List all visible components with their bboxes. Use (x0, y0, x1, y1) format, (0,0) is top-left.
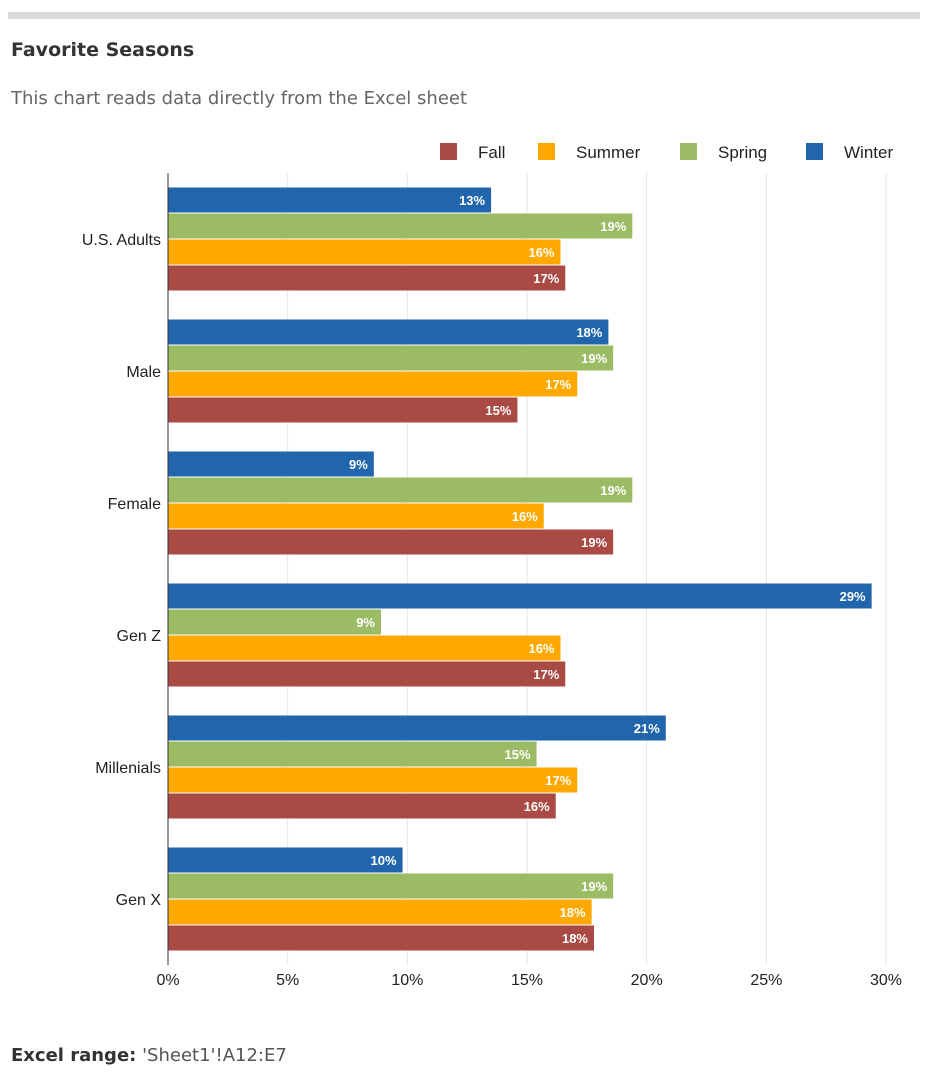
bar-fall (168, 793, 556, 819)
category-label: Female (108, 496, 161, 513)
data-label: 16% (528, 641, 554, 656)
x-tick-label: 10% (391, 972, 423, 989)
bars: 13% 19% 16% 17% 18% 19% 17% 15% 9% 19% 16% 19% 29% 9%… (168, 187, 872, 951)
category-label: U.S. Adults (82, 232, 161, 249)
data-label: 15% (485, 403, 511, 418)
data-label: 16% (512, 509, 538, 524)
data-label: 19% (581, 351, 607, 366)
category-label: Gen X (116, 892, 162, 909)
data-label: 19% (600, 219, 626, 234)
bar-spring (168, 873, 614, 899)
data-label: 19% (600, 483, 626, 498)
legend: Fall Summer Spring Winter (440, 143, 893, 162)
category-label: Millenials (95, 760, 161, 777)
category-label: Gen Z (117, 628, 162, 645)
bar-spring (168, 345, 614, 371)
excel-range-label: Excel range: (11, 1045, 137, 1066)
data-label: 10% (371, 853, 397, 868)
x-tick-label: 30% (870, 972, 902, 989)
bar-spring (168, 213, 633, 239)
x-tick-label: 0% (156, 972, 179, 989)
legend-swatch-winter (806, 143, 823, 160)
category-label: Male (126, 364, 161, 381)
bar-winter (168, 187, 492, 213)
bar-spring (168, 609, 382, 635)
data-label: 9% (349, 457, 368, 472)
data-label: 17% (545, 377, 571, 392)
data-label: 17% (545, 773, 571, 788)
bar-summer (168, 239, 561, 265)
legend-swatch-spring (680, 143, 697, 160)
x-axis-ticks: 0% 5% 10% 15% 20% 25% 30% (156, 972, 902, 989)
bar-winter (168, 583, 872, 609)
bar-spring (168, 741, 537, 767)
data-label: 29% (840, 589, 866, 604)
bar-winter (168, 715, 666, 741)
excel-range-value: 'Sheet1'!A12:E7 (142, 1045, 287, 1066)
legend-swatch-fall (440, 143, 457, 160)
data-label: 13% (459, 193, 485, 208)
bar-fall (168, 661, 566, 687)
data-label: 16% (528, 245, 554, 260)
data-label: 18% (562, 931, 588, 946)
x-tick-label: 25% (750, 972, 782, 989)
bar-winter (168, 847, 403, 873)
data-label: 18% (576, 325, 602, 340)
legend-label-fall: Fall (478, 143, 505, 162)
data-label: 17% (533, 667, 559, 682)
data-label: 15% (505, 747, 531, 762)
legend-label-spring: Spring (718, 143, 767, 162)
x-tick-label: 15% (511, 972, 543, 989)
x-tick-label: 5% (276, 972, 299, 989)
legend-swatch-summer (538, 143, 555, 160)
grid-lines (287, 173, 887, 965)
bar-fall (168, 397, 518, 423)
x-tick-label: 20% (631, 972, 663, 989)
data-label: 17% (533, 271, 559, 286)
data-label: 18% (560, 905, 586, 920)
bar-summer (168, 767, 578, 793)
category-labels: U.S. Adults Male Female Gen Z Millenials Gen … (82, 232, 161, 909)
data-label: 9% (356, 615, 375, 630)
bar-summer (168, 635, 561, 661)
bar-summer (168, 503, 544, 529)
top-divider (8, 12, 920, 19)
bar-summer (168, 899, 592, 925)
data-label: 19% (581, 879, 607, 894)
data-label: 21% (634, 721, 660, 736)
bar-fall (168, 265, 566, 291)
excel-range: Excel range: 'Sheet1'!A12:E7 (11, 1045, 287, 1066)
chart-subtitle: This chart reads data directly from the … (11, 88, 468, 109)
bar-winter (168, 319, 609, 345)
bar-winter (168, 451, 374, 477)
legend-label-summer: Summer (576, 143, 641, 162)
bar-fall (168, 925, 595, 951)
data-label: 16% (524, 799, 550, 814)
bar-fall (168, 529, 614, 555)
bar-summer (168, 371, 578, 397)
data-label: 19% (581, 535, 607, 550)
chart-title: Favorite Seasons (11, 39, 195, 61)
bar-spring (168, 477, 633, 503)
legend-label-winter: Winter (844, 143, 893, 162)
